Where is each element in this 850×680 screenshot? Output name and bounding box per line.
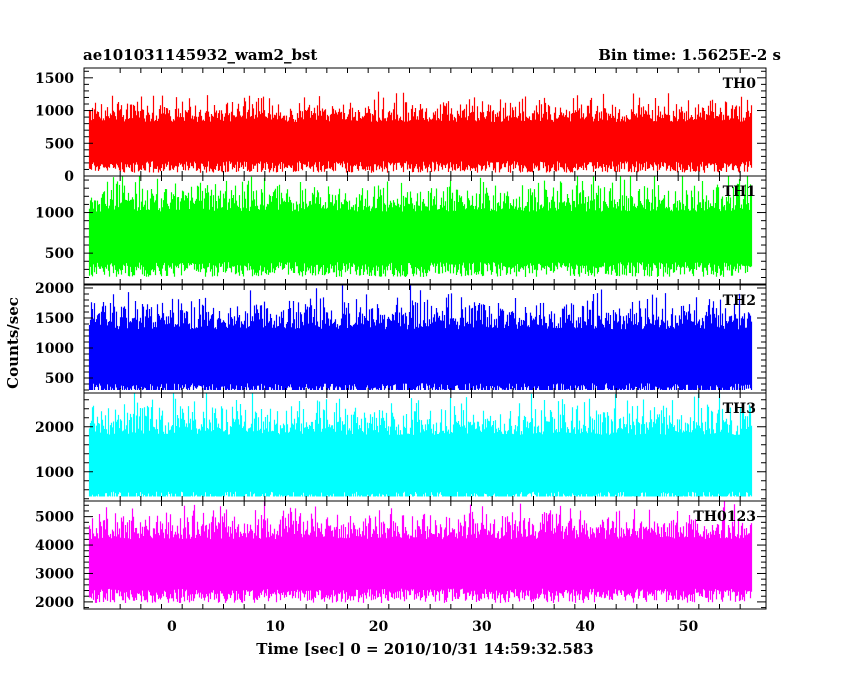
series-th2: [88, 285, 753, 390]
bin-time-label: Bin time: 1.5625E-2 s: [598, 46, 781, 64]
chart-title: ae101031145932_wam2_bst: [83, 46, 317, 64]
series-th0123: [88, 501, 753, 603]
panel-label: TH0: [723, 76, 757, 92]
y-tick-label: 1000: [35, 104, 74, 120]
y-tick-label: 1000: [35, 206, 74, 222]
panel-frame: [83, 500, 767, 610]
x-tick-label: 10: [265, 619, 285, 635]
y-tick-label: 3000: [35, 566, 74, 582]
y-tick-label: 5000: [35, 510, 74, 526]
y-tick-label: 0: [64, 169, 74, 185]
y-tick-label: 1000: [35, 465, 74, 481]
y-tick-label: 500: [45, 136, 74, 152]
x-tick-label: 0: [167, 619, 177, 635]
panel-label: TH0123: [693, 509, 756, 525]
x-tick-label: 50: [679, 619, 699, 635]
panel-th2: 500 1000 1500 2000 TH2: [35, 281, 767, 394]
y-tick-label: 2000: [35, 420, 74, 436]
y-axis-label: Counts/sec: [4, 297, 22, 389]
panel-label: TH3: [723, 401, 756, 417]
panel-th0: 0 500 1000 1500 TH0: [35, 67, 767, 185]
y-tick-label: 4000: [35, 538, 74, 554]
series-th3: [88, 393, 753, 497]
y-tick-label: 2000: [35, 281, 74, 297]
series-th0: [88, 91, 753, 173]
panel-label: TH2: [723, 293, 756, 309]
x-tick-label: 20: [369, 619, 389, 635]
y-tick-label: 500: [45, 371, 74, 387]
panel-th1: 500 1000 TH1: [35, 175, 767, 285]
x-tick-label: 40: [575, 619, 595, 635]
panel-label: TH1: [723, 184, 756, 200]
y-tick-label: 2000: [35, 595, 74, 611]
panel-th3: 1000 2000 TH3: [35, 392, 767, 502]
y-tick-label: 500: [45, 246, 74, 262]
x-axis-label: Time [sec] 0 = 2010/10/31 14:59:32.583: [256, 640, 593, 658]
series-th1: [88, 176, 753, 277]
panel-th0123: 2000 3000 4000 5000 TH0123: [35, 500, 767, 611]
x-tick-label: 30: [472, 619, 492, 635]
y-tick-label: 1500: [35, 311, 74, 327]
y-tick-label: 1500: [35, 71, 74, 87]
y-tick-label: 1000: [35, 341, 74, 357]
panel-frame: [83, 175, 767, 285]
